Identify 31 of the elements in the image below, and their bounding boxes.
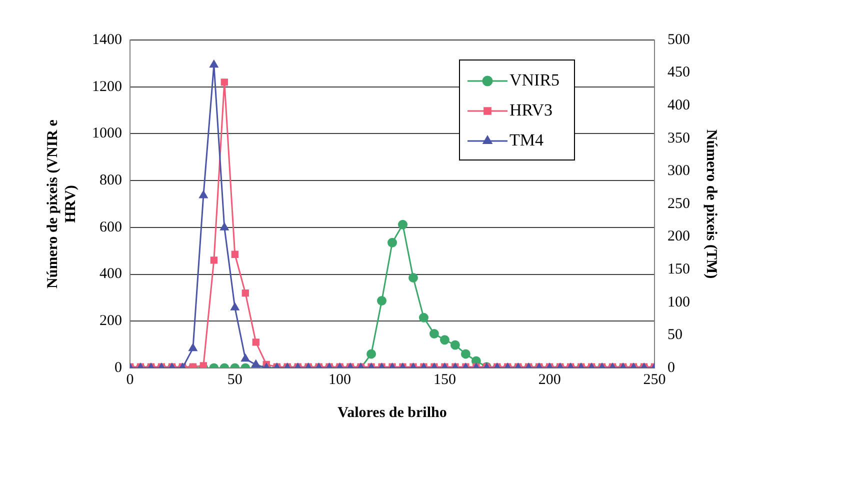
y-tick-label: 0 <box>114 360 122 376</box>
y2-tick-label: 0 <box>668 360 675 376</box>
legend-label: VNIR5 <box>510 70 560 90</box>
y2-tick-label: 400 <box>668 98 690 114</box>
x-tick-label: 0 <box>126 372 134 388</box>
y-tick-label: 1200 <box>92 78 122 95</box>
x-tick-label: 50 <box>227 372 242 388</box>
x-axis-title: Valores de brilho <box>338 404 447 421</box>
y-tick-label: 1000 <box>92 126 122 142</box>
x-tick-label: 200 <box>538 372 561 388</box>
legend-label: HRV3 <box>510 100 553 120</box>
x-tick-label: 150 <box>433 372 456 388</box>
y2-tick-label: 200 <box>668 228 690 245</box>
y2-tick-label: 150 <box>668 262 690 278</box>
y2-tick-label: 100 <box>668 294 690 310</box>
y-axis-title: Número de pixeis (VNIR e HRV) <box>44 119 79 288</box>
y2-tick-label: 50 <box>668 327 682 344</box>
y2-tick-label: 450 <box>668 64 690 81</box>
legend-label: TM4 <box>510 130 544 150</box>
x-tick-label: 250 <box>643 372 666 388</box>
y2-tick-label: 300 <box>668 163 690 180</box>
y-tick-label: 600 <box>100 219 122 236</box>
x-tick-label: 100 <box>328 372 352 388</box>
y2-tick-label: 500 <box>668 32 690 48</box>
y2-tick-label: 250 <box>668 196 690 212</box>
y2-tick-label: 350 <box>668 130 690 146</box>
y-tick-label: 800 <box>100 172 122 189</box>
y-tick-label: 1400 <box>92 32 122 48</box>
y-tick-label: 400 <box>100 266 122 282</box>
y2-axis-title: Número de pixeis (TM) <box>703 129 720 279</box>
y-tick-label: 200 <box>100 313 122 330</box>
